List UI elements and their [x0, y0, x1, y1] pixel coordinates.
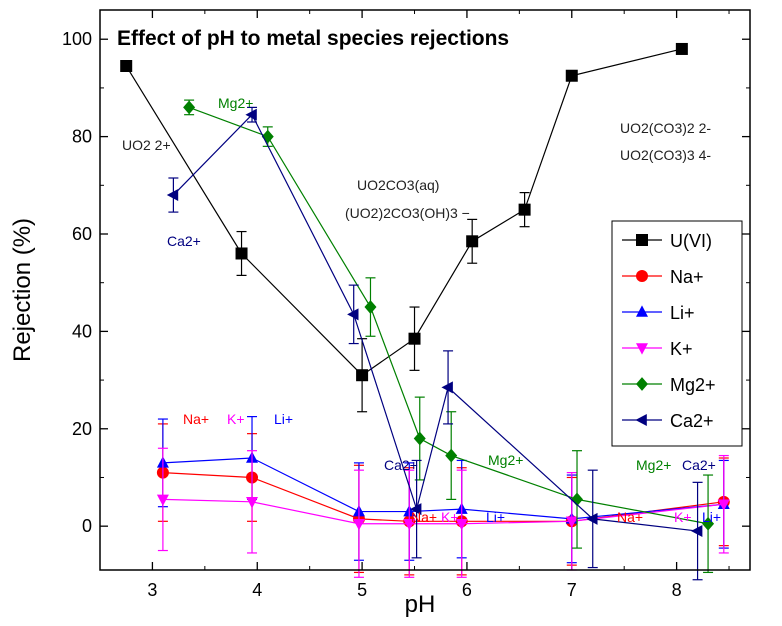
- data-point: [120, 60, 133, 72]
- legend-label: Li+: [670, 303, 695, 323]
- legend-label: Ca2+: [670, 411, 714, 431]
- chart-annotation: Ca2+: [384, 457, 418, 473]
- chart-annotation: Li+: [702, 509, 721, 525]
- legend-label: K+: [670, 339, 693, 359]
- legend-item: Mg2+: [622, 375, 716, 395]
- chart-annotation: (UO2)2CO3(OH)3 −: [345, 205, 470, 221]
- legend-label: Mg2+: [670, 375, 716, 395]
- data-point: [235, 247, 248, 260]
- series-1: [156, 423, 730, 576]
- chart-annotation: Na+: [411, 509, 437, 525]
- chart-annotation: UO2 2+: [122, 137, 171, 153]
- chart-annotation: Na+: [617, 509, 643, 525]
- series-3: [156, 447, 730, 578]
- chart-annotation: UO2CO3(aq): [357, 177, 439, 193]
- data-point: [518, 203, 531, 216]
- data-point: [455, 518, 468, 531]
- chart-annotation: K+: [441, 509, 459, 525]
- data-point: [675, 42, 688, 55]
- plot-frame: [99, 9, 751, 571]
- legend-item: U(VI): [622, 231, 712, 251]
- x-tick-label: 4: [252, 580, 262, 600]
- series-4: [183, 99, 715, 574]
- chart-annotation: K+: [674, 509, 692, 525]
- chart-annotation: UO2(CO3)3 4-: [620, 147, 711, 163]
- series-5: [166, 106, 703, 581]
- x-tick-label: 6: [462, 580, 472, 600]
- series-line: [125, 48, 682, 376]
- chart-annotation: Ca2+: [167, 233, 201, 249]
- chart-annotation: Mg2+: [218, 95, 253, 111]
- data-point: [702, 516, 715, 531]
- legend-marker: [636, 234, 648, 246]
- x-tick-label: 7: [567, 580, 577, 600]
- data-point: [183, 100, 196, 115]
- data-point: [690, 525, 703, 538]
- legend-item: Na+: [622, 267, 704, 287]
- y-axis-title: Rejection (%): [9, 218, 36, 362]
- chart-annotation: K+: [227, 411, 245, 427]
- data-point: [565, 69, 578, 82]
- chart-annotation: Li+: [274, 411, 293, 427]
- chart-annotation: Mg2+: [488, 452, 523, 468]
- y-tick-label: 80: [72, 127, 92, 147]
- annotation-layer: UO2 2+ Mg2+ Ca2+ UO2CO3(aq) (UO2)2CO3(OH)3 −…: [122, 95, 721, 525]
- data-point: [166, 189, 179, 202]
- chart-annotation: Li+: [486, 509, 505, 525]
- legend-box: [611, 220, 743, 447]
- chart-annotation: Mg2+: [636, 457, 671, 473]
- x-tick-label: 3: [147, 580, 157, 600]
- series-0: [120, 42, 688, 413]
- y-tick-label: 100: [62, 29, 92, 49]
- y-tick-label: 40: [72, 321, 92, 341]
- series-layer: [120, 42, 730, 581]
- legend-marker: [636, 343, 648, 355]
- data-point: [466, 235, 479, 248]
- x-tick-label: 8: [672, 580, 682, 600]
- data-point: [245, 108, 257, 121]
- legend-marker: [636, 270, 648, 282]
- legend-label: U(VI): [670, 231, 712, 251]
- data-point: [403, 518, 416, 531]
- data-point: [571, 492, 584, 507]
- legend-marker: [636, 305, 648, 317]
- data-point: [441, 381, 453, 394]
- x-tick-label: 5: [357, 580, 367, 600]
- data-point: [565, 516, 578, 528]
- chart-annotation: UO2(CO3)2 2-: [620, 120, 711, 136]
- legend-label: Na+: [670, 267, 704, 287]
- data-point: [413, 431, 426, 446]
- chart-annotation: Na+: [183, 411, 209, 427]
- data-point: [586, 512, 598, 525]
- data-point: [347, 308, 359, 321]
- legend-marker: [635, 414, 647, 426]
- chart-title: Effect of pH to metal species rejections: [117, 27, 509, 50]
- data-point: [717, 499, 730, 511]
- data-point: [261, 129, 274, 144]
- data-point: [364, 300, 377, 314]
- y-tick-label: 60: [72, 224, 92, 244]
- legend-marker: [636, 377, 648, 391]
- data-point: [410, 503, 422, 516]
- data-point: [352, 518, 365, 531]
- y-tick-label: 20: [72, 419, 92, 439]
- data-point: [445, 448, 458, 463]
- legend-item: K+: [622, 339, 693, 359]
- chart-annotation: Ca2+: [682, 457, 716, 473]
- legend: U(VI) Na+ Li+ K+ Mg2+ Ca2+: [611, 220, 743, 447]
- legend-item: Ca2+: [622, 411, 714, 431]
- data-point: [246, 497, 259, 509]
- x-axis-title: pH: [405, 591, 436, 618]
- y-tick-label: 0: [82, 516, 92, 536]
- data-point: [356, 369, 369, 382]
- data-point: [408, 332, 421, 345]
- data-point: [156, 494, 169, 506]
- legend-item: Li+: [622, 303, 695, 323]
